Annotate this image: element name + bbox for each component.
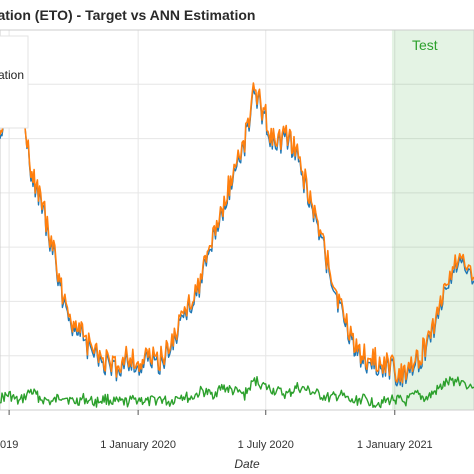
legend-entry-text: ation <box>0 68 24 82</box>
legend: ation <box>0 35 29 129</box>
x-tick-label: 019 <box>0 439 18 451</box>
grid <box>0 30 474 410</box>
x-axis-label: Date <box>234 457 260 471</box>
x-tick-label: 1 January 2020 <box>100 439 176 451</box>
series-group <box>0 75 474 409</box>
test-region-label: Test <box>412 37 438 53</box>
legend-box <box>0 35 29 129</box>
x-axis-ticks: 019 1 January 2020 1 July 2020 1 January 20… <box>0 410 433 451</box>
plot-frame <box>0 29 474 411</box>
test-region <box>391 30 474 410</box>
series-line-estimation <box>0 78 474 384</box>
chart-title: ration (ETO) - Target vs ANN Estimation <box>0 7 255 23</box>
x-tick-label: 1 January 2021 <box>357 439 433 451</box>
x-tick-label: 1 July 2020 <box>238 439 294 451</box>
series-line-error <box>0 376 474 409</box>
